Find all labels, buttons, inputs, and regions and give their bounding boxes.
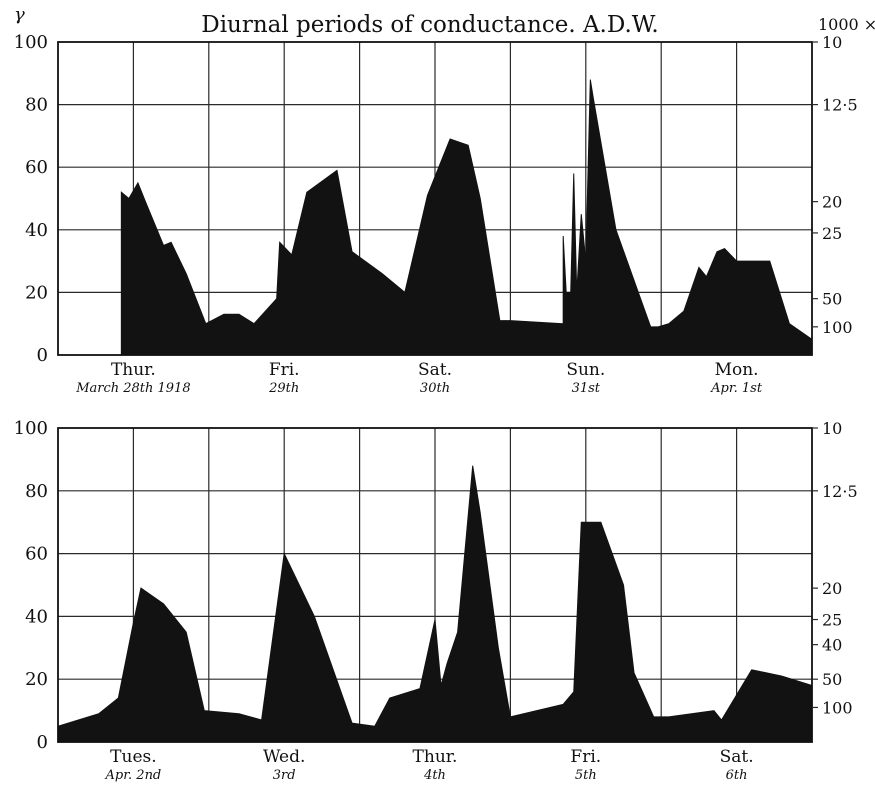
chart-panel-upper: 0 20 40 60 80 100 10 12·5 20 25 50 100 Thur.March 28… xyxy=(14,32,858,396)
y-tick-label: 20 xyxy=(25,282,48,303)
y-tick-label: 100 xyxy=(14,418,48,439)
date-label: 4th xyxy=(423,768,446,783)
day-label: Thur. xyxy=(413,747,458,767)
day-label: Thur. xyxy=(111,360,156,380)
right-tick-label: 40 xyxy=(822,636,842,655)
right-tick-label: 25 xyxy=(822,224,842,243)
chart-panel-lower: 0 20 40 60 80 100 10 12·5 20 25 40 50 100 Tues.Apr. 2… xyxy=(14,418,858,783)
plot-frame xyxy=(57,427,813,743)
day-label: Sun. xyxy=(566,360,605,380)
conductance-area-series xyxy=(120,79,813,356)
date-label: Apr. 1st xyxy=(710,381,763,396)
day-label: Tues. xyxy=(110,747,156,767)
date-label: 3rd xyxy=(273,768,296,783)
y-tick-label: 60 xyxy=(25,544,48,565)
y-tick-label: 80 xyxy=(25,95,48,116)
date-label: 5th xyxy=(575,768,597,783)
date-label: 31st xyxy=(572,381,601,396)
right-tick-label: 10 xyxy=(822,419,842,438)
day-label: Fri. xyxy=(570,747,601,767)
right-tick-label: 100 xyxy=(822,698,853,717)
right-tick-label: 20 xyxy=(822,579,842,598)
plot-frame xyxy=(57,41,813,356)
chart-title: Diurnal periods of conductance. A.D.W. xyxy=(201,12,658,38)
right-tick-label: 25 xyxy=(822,611,842,630)
day-label: Mon. xyxy=(715,360,759,380)
conductance-area-series xyxy=(57,465,813,743)
day-label: Fri. xyxy=(269,360,300,380)
y-tick-label: 0 xyxy=(37,345,48,366)
y-tick-label: 40 xyxy=(25,220,48,241)
date-label: March 28th 1918 xyxy=(75,381,190,396)
y-tick-label: 80 xyxy=(25,481,48,502)
day-label: Sat. xyxy=(418,360,452,380)
right-tick-label: 10 xyxy=(822,33,842,52)
date-label: Apr. 2nd xyxy=(105,768,162,783)
y-tick-label: 0 xyxy=(37,732,48,753)
day-label: Wed. xyxy=(263,747,305,767)
right-axis-symbol: 1000 × ω xyxy=(818,15,875,34)
right-tick-label: 12·5 xyxy=(822,96,858,115)
right-tick-label: 12·5 xyxy=(822,482,858,501)
date-label: 30th xyxy=(420,381,450,396)
date-label: 29th xyxy=(268,381,299,396)
day-label: Sat. xyxy=(720,747,754,767)
right-tick-label: 50 xyxy=(822,670,842,689)
left-axis-symbol: γ xyxy=(14,4,25,25)
y-tick-label: 20 xyxy=(25,669,48,690)
right-tick-label: 50 xyxy=(822,290,842,309)
right-tick-label: 100 xyxy=(822,318,853,337)
y-tick-label: 60 xyxy=(25,157,48,178)
date-label: 6th xyxy=(726,768,748,783)
right-tick-label: 20 xyxy=(822,193,842,212)
y-tick-label: 100 xyxy=(14,32,48,53)
y-tick-label: 40 xyxy=(25,606,48,627)
